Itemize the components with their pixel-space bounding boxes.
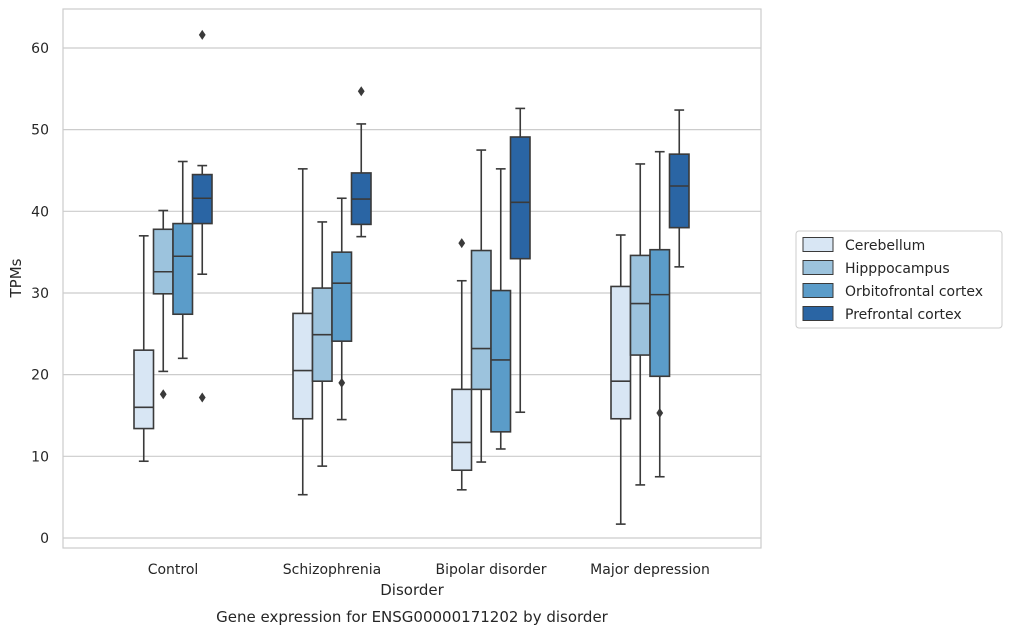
box-element — [292, 168, 314, 496]
box-iqr — [172, 222, 194, 316]
y-tick-label: 50 — [31, 123, 49, 139]
box-iqr — [470, 249, 492, 391]
y-tick-labels: 0 10 20 30 40 50 60 — [31, 41, 49, 547]
legend-item: Prefrontal cortex — [802, 306, 962, 323]
box-element — [331, 197, 353, 421]
legend-swatch — [802, 237, 834, 252]
outlier-point — [159, 389, 167, 400]
legend-label: Prefrontal cortex — [845, 307, 962, 323]
legend-swatch — [802, 260, 834, 275]
box-iqr — [133, 349, 155, 430]
legend-swatch — [802, 283, 834, 298]
legend: Cerebellum Hipppocampus Orbitofrontal cort… — [795, 230, 1003, 329]
box-element — [172, 160, 194, 360]
x-tick-label: Schizophrenia — [283, 562, 381, 578]
box-element — [649, 150, 671, 478]
box-element — [451, 238, 473, 491]
outlier-point — [198, 392, 206, 403]
box-element — [509, 107, 531, 414]
box-iqr — [451, 388, 473, 472]
legend-items: Cerebellum Hipppocampus Orbitofrontal cort… — [802, 237, 983, 323]
box-iqr — [152, 228, 174, 295]
legend-swatch — [802, 306, 834, 321]
x-axis-label: Disorder — [380, 581, 444, 599]
legend-item: Cerebellum — [802, 237, 925, 254]
box-iqr — [629, 254, 651, 356]
series-group — [133, 168, 632, 525]
legend-label: Orbitofrontal cortex — [845, 284, 983, 300]
outlier-point — [458, 238, 466, 249]
x-tick-label: Control — [148, 562, 199, 578]
outlier-point — [338, 377, 346, 388]
series-group — [172, 150, 671, 478]
y-tick-label: 40 — [31, 204, 49, 220]
box-element — [191, 29, 213, 403]
plot-frame — [62, 8, 762, 549]
legend-item: Orbitofrontal cortex — [802, 283, 983, 300]
y-tick-label: 10 — [31, 449, 49, 465]
box-iqr — [490, 289, 512, 433]
box-element — [668, 109, 690, 268]
x-tick-label: Bipolar disorder — [435, 562, 546, 578]
outlier-point — [198, 29, 206, 40]
box-iqr — [292, 312, 314, 420]
legend-label: Cerebellum — [845, 238, 925, 254]
series-group — [191, 29, 690, 414]
box-iqr — [610, 285, 632, 420]
y-tick-label: 30 — [31, 286, 49, 302]
y-tick-label: 0 — [40, 531, 49, 547]
box-element — [490, 168, 512, 450]
legend-item: Hipppocampus — [802, 260, 950, 277]
box-element — [152, 209, 174, 400]
box-element — [133, 235, 155, 463]
legend-frame — [795, 230, 1003, 329]
y-tick-label: 60 — [31, 41, 49, 57]
box-groups — [133, 29, 690, 525]
box-element — [610, 234, 632, 525]
y-axis-label: TPMs — [7, 258, 25, 298]
box-element — [470, 149, 492, 463]
box-iqr — [668, 153, 690, 229]
box-iqr — [331, 251, 353, 342]
outlier-point — [656, 408, 664, 419]
box-element — [629, 163, 651, 486]
y-tick-label: 20 — [31, 368, 49, 384]
box-iqr — [649, 248, 671, 378]
box-element — [311, 221, 333, 467]
chart-caption: Gene expression for ENSG00000171202 by d… — [216, 608, 609, 626]
series-group — [152, 149, 651, 486]
box-element — [350, 86, 372, 238]
box-iqr — [191, 173, 213, 225]
box-iqr — [509, 136, 531, 260]
outlier-point — [357, 86, 365, 97]
x-tick-label: Major depression — [590, 562, 710, 578]
legend-label: Hipppocampus — [845, 261, 950, 277]
x-tick-labels: Control Schizophrenia Bipolar disorder Majo… — [148, 562, 710, 578]
